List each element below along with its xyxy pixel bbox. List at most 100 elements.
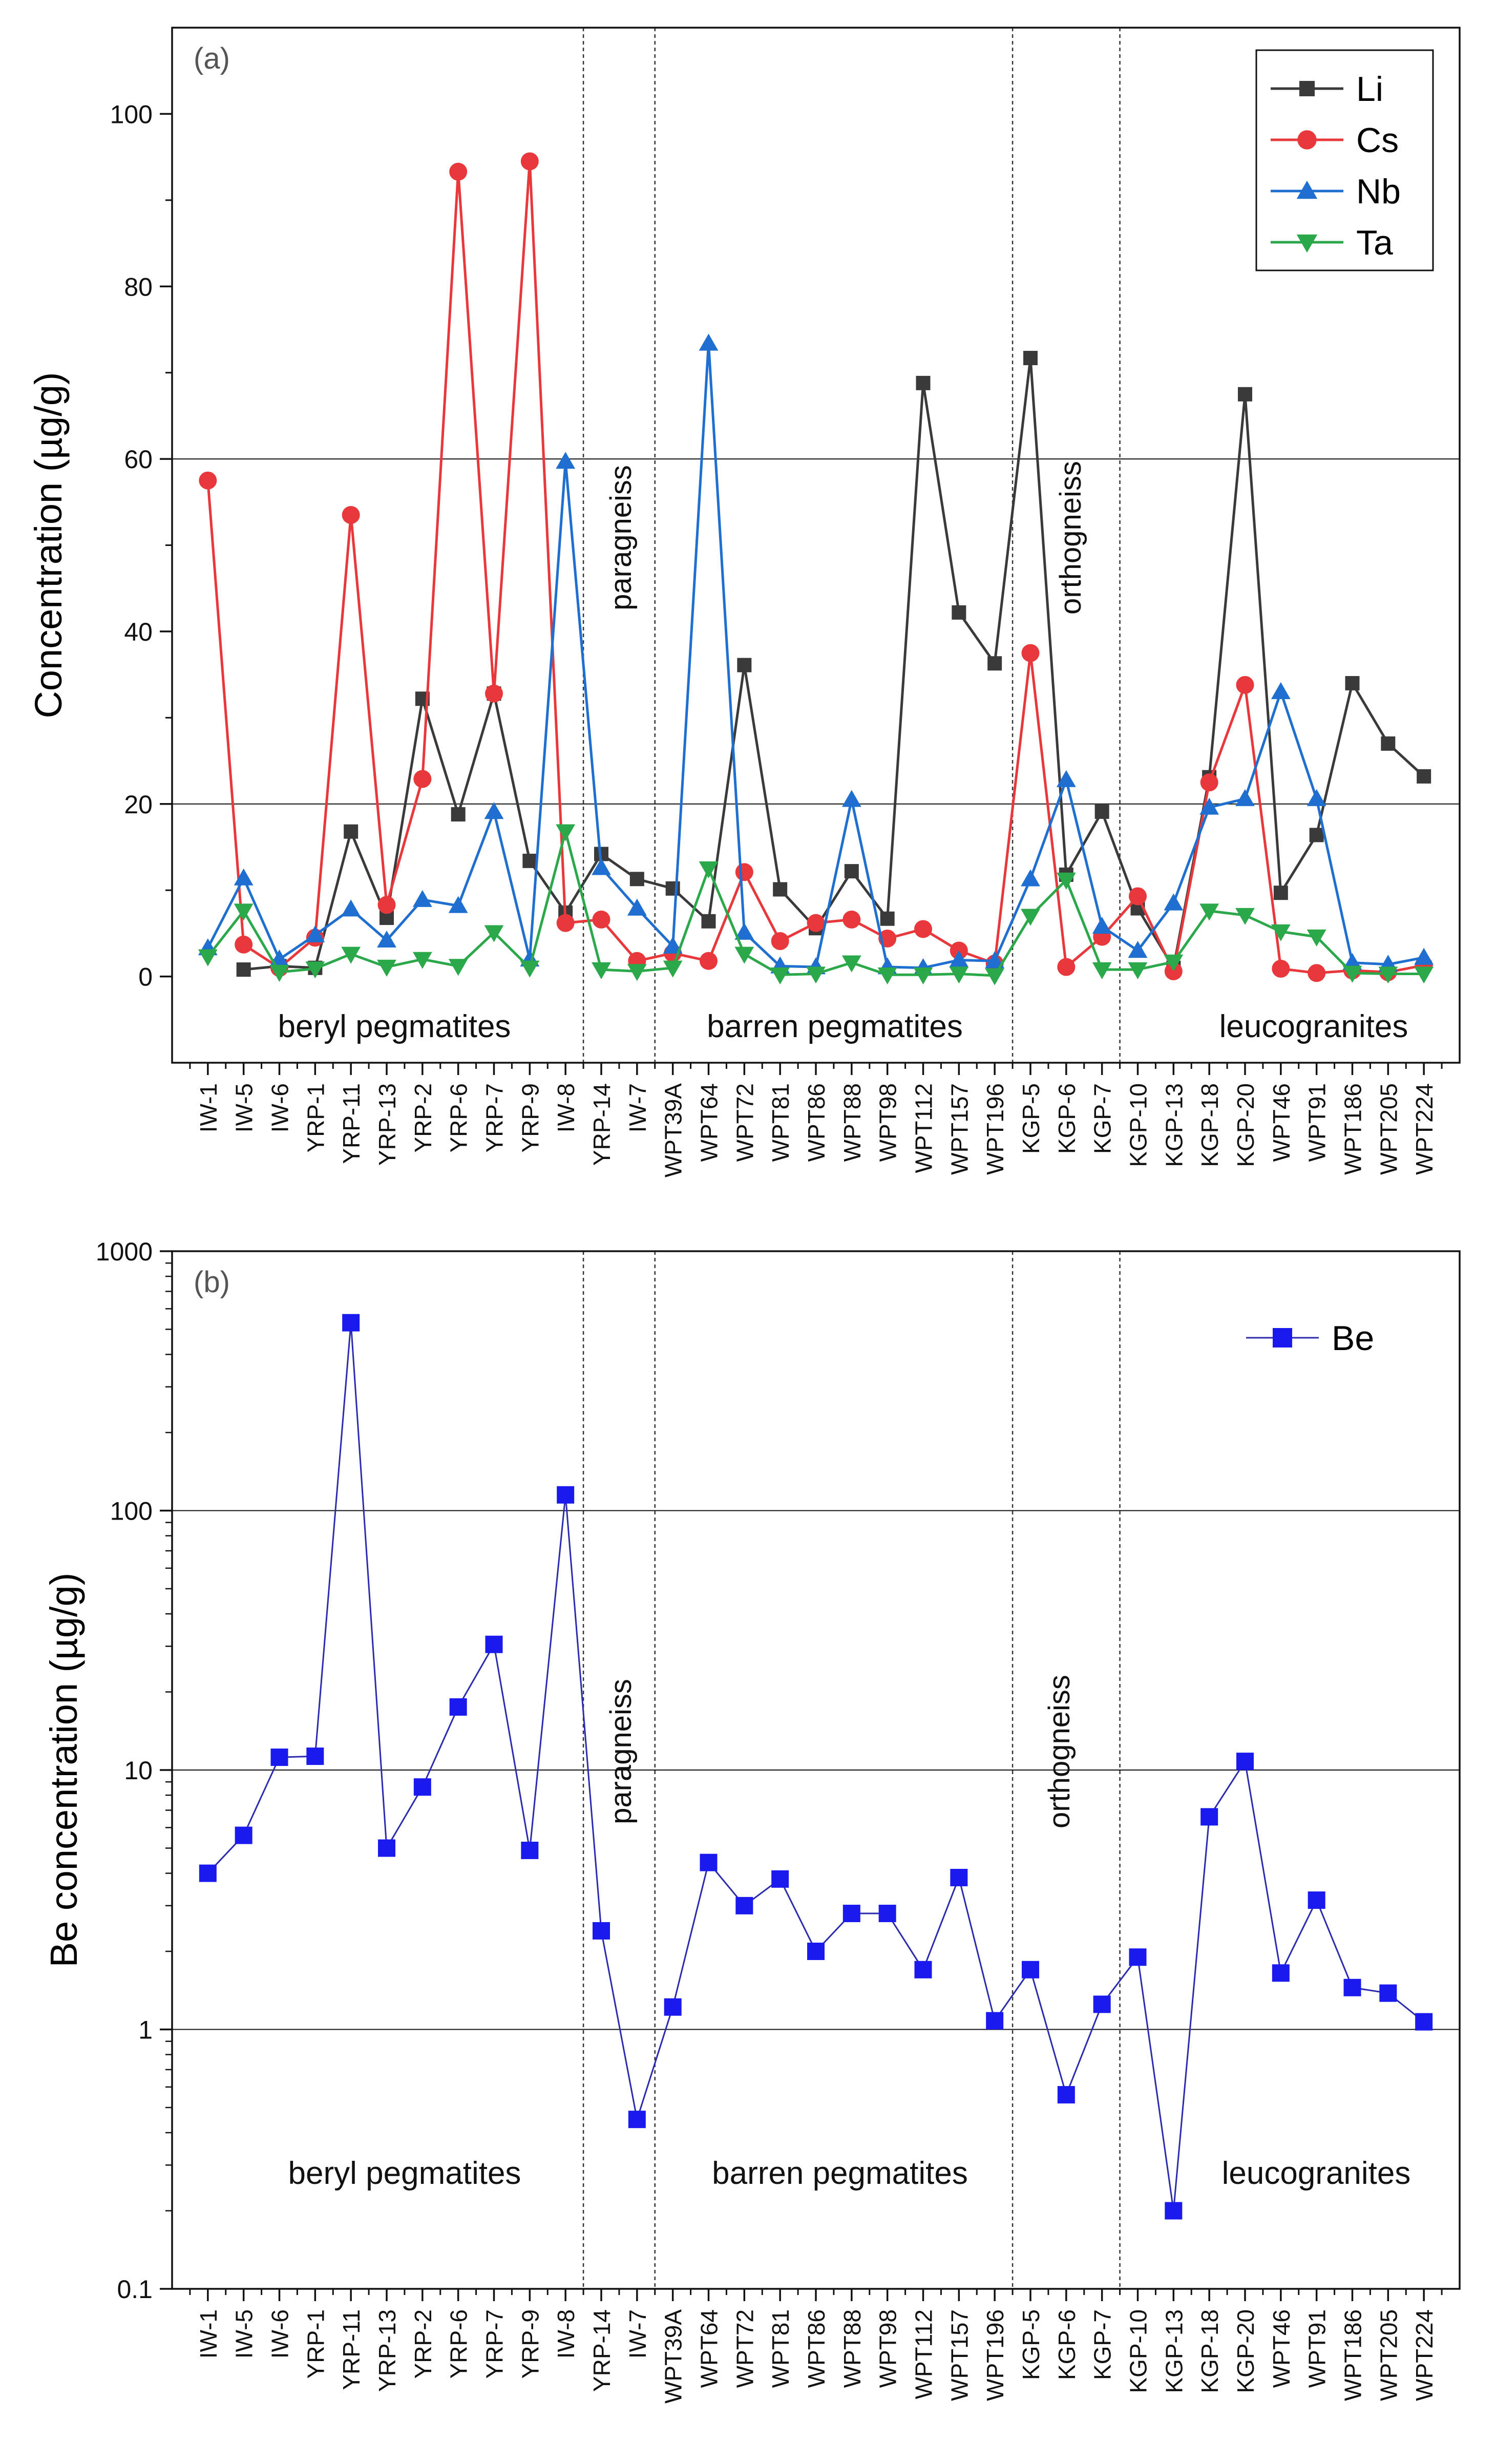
point-Be-KGP-7	[1093, 1995, 1111, 2013]
x-tick-label: IW-6	[267, 1083, 293, 1132]
x-tick-label: KGP-7	[1089, 2309, 1116, 2380]
point-Be-IW-6	[270, 1749, 288, 1766]
point-Ta-WPT91	[1307, 929, 1326, 947]
point-Ta-YRP-7	[484, 925, 504, 942]
x-tick-label: WPT86	[803, 1083, 830, 1162]
point-Li-YRP-11	[344, 824, 359, 839]
legend-item-Li: Li	[1271, 70, 1383, 109]
point-Ta-WPT88	[841, 955, 861, 973]
x-tick-label: KGP-13	[1161, 2309, 1187, 2393]
point-Be-WPT39A	[664, 1998, 682, 2016]
point-Ta-KGP-18	[1199, 903, 1219, 921]
point-Li-YRP-9	[522, 853, 537, 868]
x-tick-label: WPT112	[911, 2309, 937, 2399]
point-Li-KGP-20	[1238, 387, 1252, 402]
point-Ta-KGP-10	[1128, 962, 1148, 980]
x-tick-label: WPT196	[982, 2309, 1008, 2401]
x-tick-label: WPT205	[1375, 2309, 1402, 2401]
x-tick-label: IW-7	[624, 2309, 651, 2358]
point-Be-YRP-1	[306, 1747, 324, 1765]
x-tick-label: WPT39A	[660, 2309, 687, 2404]
point-Nb-YRP-11	[341, 899, 361, 917]
point-Cs-IW-8	[556, 914, 575, 932]
point-Nb-KGP-18	[1199, 797, 1219, 815]
point-Ta-YRP-14	[592, 962, 611, 980]
point-Li-WPT39A	[665, 881, 680, 896]
point-Ta-WPT224	[1414, 966, 1434, 984]
point-Nb-WPT39A	[663, 936, 683, 954]
point-Li-IW-5	[236, 962, 251, 977]
x-tick-label: WPT91	[1304, 2309, 1331, 2388]
point-Li-KGP-7	[1094, 804, 1109, 819]
point-Cs-WPT86	[807, 914, 825, 932]
point-Ta-WPT64	[699, 861, 719, 878]
x-tick-label: KGP-6	[1053, 2309, 1080, 2380]
x-tick-label: WPT88	[839, 2309, 866, 2388]
point-Be-YRP-9	[521, 1841, 539, 1859]
x-tick-label: WPT81	[767, 1083, 794, 1162]
point-Cs-YRP-14	[592, 910, 610, 929]
point-Be-KGP-6	[1057, 2086, 1075, 2104]
point-Nb-WPT88	[841, 790, 861, 807]
point-Ta-WPT86	[806, 966, 826, 984]
x-tick-label: YRP-1	[302, 2309, 329, 2378]
point-Be-WPT224	[1415, 2013, 1433, 2031]
x-tick-label: KGP-5	[1018, 1083, 1044, 1154]
x-tick-label: YRP-14	[588, 1083, 615, 1166]
group-label: orthogneiss	[1054, 461, 1087, 615]
point-Nb-IW-5	[234, 868, 254, 886]
x-tick-label: YRP-14	[588, 2309, 615, 2392]
point-Be-KGP-18	[1200, 1808, 1218, 1826]
legend-label: Ta	[1356, 223, 1393, 262]
legend: Li Cs Nb Ta	[1255, 49, 1434, 271]
y-tick-label: 20	[124, 790, 153, 819]
point-Li-KGP-5	[1023, 351, 1038, 366]
x-tick-label: KGP-10	[1125, 1083, 1152, 1167]
point-Nb-WPT157	[949, 950, 969, 967]
point-Nb-WPT91	[1307, 789, 1326, 806]
point-Li-WPT64	[701, 914, 716, 929]
point-Ta-WPT205	[1378, 966, 1398, 984]
x-tick-label: WPT98	[875, 2309, 901, 2388]
point-Nb-YRP-2	[412, 890, 432, 907]
x-tick-label: IW-8	[553, 2309, 579, 2358]
legend-item-Cs: Cs	[1271, 121, 1399, 160]
point-Ta-YRP-13	[377, 959, 396, 977]
x-tick-label: WPT112	[911, 1083, 937, 1173]
point-Be-IW-8	[557, 1486, 575, 1504]
point-Ta-WPT186	[1342, 965, 1362, 983]
x-tick-label: KGP-13	[1161, 1083, 1187, 1167]
x-tick-label: KGP-7	[1089, 1083, 1116, 1154]
y-tick-label: 10	[124, 1756, 153, 1785]
x-tick-label: YRP-2	[410, 1083, 436, 1152]
point-Li-WPT205	[1381, 736, 1396, 751]
point-Cs-YRP-7	[485, 684, 503, 703]
x-tick-label: KGP-10	[1125, 2309, 1152, 2393]
group-label: paragneiss	[604, 465, 638, 610]
legend-marker	[1299, 81, 1315, 96]
point-Be-IW-1	[199, 1864, 217, 1882]
point-Nb-WPT224	[1414, 947, 1434, 965]
point-Be-IW-7	[628, 2111, 646, 2129]
point-Nb-YRP-6	[448, 896, 468, 913]
x-tick-label: WPT157	[946, 1083, 973, 1175]
point-Cs-IW-5	[235, 935, 253, 954]
panel-a: 0 20 40 60 80 100 IW-1 IW-5 IW-6 YRP-1 YRP-11 YRP-1…	[27, 27, 1461, 1177]
point-Cs-WPT88	[842, 910, 861, 929]
point-Ta-WPT81	[770, 967, 790, 985]
point-Ta-KGP-20	[1235, 908, 1255, 925]
point-Ta-WPT39A	[663, 960, 683, 978]
x-tick-label: KGP-20	[1232, 2309, 1259, 2393]
x-tick-label: YRP-7	[481, 1083, 508, 1152]
point-Cs-YRP-6	[449, 162, 468, 181]
point-Ta-IW-7	[627, 964, 647, 981]
point-Nb-WPT196	[985, 951, 1005, 968]
x-tick-label: WPT224	[1411, 1083, 1438, 1175]
point-Be-WPT205	[1379, 1984, 1397, 2002]
legend-marker	[1296, 234, 1318, 253]
point-Ta-YRP-2	[412, 952, 432, 969]
point-Nb-YRP-14	[592, 858, 611, 875]
group-label: leucogranites	[1222, 2156, 1411, 2191]
